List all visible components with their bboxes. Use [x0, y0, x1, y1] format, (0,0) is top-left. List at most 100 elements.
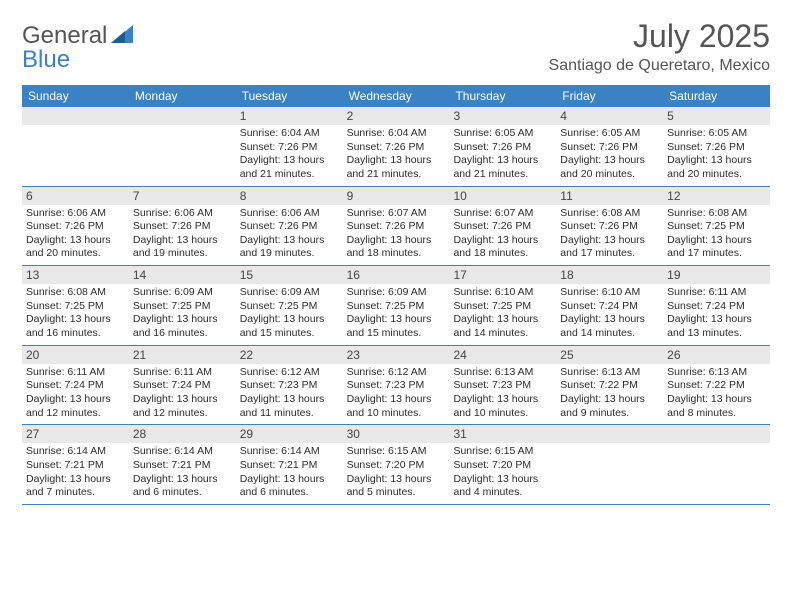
- day-number: [556, 425, 663, 443]
- day-line: Daylight: 13 hours: [453, 234, 552, 248]
- day-line: and 20 minutes.: [667, 168, 766, 182]
- day-number: 25: [556, 346, 663, 364]
- day-line: Daylight: 13 hours: [26, 313, 125, 327]
- day-line: Sunset: 7:24 PM: [26, 379, 125, 393]
- day-line: Sunrise: 6:09 AM: [240, 286, 339, 300]
- day-line: Daylight: 13 hours: [26, 473, 125, 487]
- calendar-day: [663, 425, 770, 504]
- calendar-day: 22Sunrise: 6:12 AMSunset: 7:23 PMDayligh…: [236, 346, 343, 425]
- day-line: Sunrise: 6:11 AM: [26, 366, 125, 380]
- day-body: Sunrise: 6:13 AMSunset: 7:23 PMDaylight:…: [453, 366, 552, 421]
- day-number: 17: [449, 266, 556, 284]
- day-number: 6: [22, 187, 129, 205]
- day-line: Sunrise: 6:08 AM: [667, 207, 766, 221]
- day-line: Daylight: 13 hours: [26, 234, 125, 248]
- day-body: Sunrise: 6:04 AMSunset: 7:26 PMDaylight:…: [347, 127, 446, 182]
- day-line: Sunrise: 6:06 AM: [26, 207, 125, 221]
- day-line: Sunrise: 6:05 AM: [560, 127, 659, 141]
- day-line: and 19 minutes.: [133, 247, 232, 261]
- day-body: Sunrise: 6:05 AMSunset: 7:26 PMDaylight:…: [560, 127, 659, 182]
- day-line: and 4 minutes.: [453, 486, 552, 500]
- page-subtitle: Santiago de Queretaro, Mexico: [22, 57, 770, 75]
- day-line: Daylight: 13 hours: [133, 473, 232, 487]
- day-line: Sunset: 7:25 PM: [240, 300, 339, 314]
- day-line: Sunrise: 6:05 AM: [453, 127, 552, 141]
- day-line: Sunset: 7:24 PM: [133, 379, 232, 393]
- calendar-day: 17Sunrise: 6:10 AMSunset: 7:25 PMDayligh…: [449, 266, 556, 345]
- calendar-day: 30Sunrise: 6:15 AMSunset: 7:20 PMDayligh…: [343, 425, 450, 504]
- day-line: Daylight: 13 hours: [347, 313, 446, 327]
- day-body: Sunrise: 6:05 AMSunset: 7:26 PMDaylight:…: [667, 127, 766, 182]
- calendar-day: 11Sunrise: 6:08 AMSunset: 7:26 PMDayligh…: [556, 187, 663, 266]
- calendar-day: 31Sunrise: 6:15 AMSunset: 7:20 PMDayligh…: [449, 425, 556, 504]
- day-number: 9: [343, 187, 450, 205]
- day-line: and 20 minutes.: [560, 168, 659, 182]
- day-line: Daylight: 13 hours: [133, 393, 232, 407]
- day-body: Sunrise: 6:11 AMSunset: 7:24 PMDaylight:…: [26, 366, 125, 421]
- day-line: and 12 minutes.: [133, 407, 232, 421]
- day-header-cell: Sunday: [22, 85, 129, 107]
- day-body: Sunrise: 6:04 AMSunset: 7:26 PMDaylight:…: [240, 127, 339, 182]
- day-line: Sunrise: 6:13 AM: [560, 366, 659, 380]
- day-line: Daylight: 13 hours: [453, 154, 552, 168]
- day-line: Daylight: 13 hours: [453, 473, 552, 487]
- day-line: Sunset: 7:20 PM: [347, 459, 446, 473]
- calendar-day: [129, 107, 236, 186]
- day-line: Sunset: 7:23 PM: [347, 379, 446, 393]
- day-header-cell: Saturday: [663, 85, 770, 107]
- day-line: Daylight: 13 hours: [347, 154, 446, 168]
- day-line: Daylight: 13 hours: [240, 234, 339, 248]
- day-line: Daylight: 13 hours: [453, 313, 552, 327]
- day-line: Sunset: 7:21 PM: [240, 459, 339, 473]
- day-header-cell: Wednesday: [343, 85, 450, 107]
- day-line: Sunrise: 6:10 AM: [453, 286, 552, 300]
- calendar-day: 14Sunrise: 6:09 AMSunset: 7:25 PMDayligh…: [129, 266, 236, 345]
- day-number: 24: [449, 346, 556, 364]
- day-line: Sunset: 7:22 PM: [560, 379, 659, 393]
- calendar-day: 3Sunrise: 6:05 AMSunset: 7:26 PMDaylight…: [449, 107, 556, 186]
- day-line: Daylight: 13 hours: [240, 154, 339, 168]
- day-number: 28: [129, 425, 236, 443]
- day-body: Sunrise: 6:08 AMSunset: 7:25 PMDaylight:…: [667, 207, 766, 262]
- day-line: and 6 minutes.: [133, 486, 232, 500]
- day-line: and 14 minutes.: [560, 327, 659, 341]
- day-body: Sunrise: 6:08 AMSunset: 7:26 PMDaylight:…: [560, 207, 659, 262]
- day-line: Daylight: 13 hours: [560, 154, 659, 168]
- day-body: Sunrise: 6:15 AMSunset: 7:20 PMDaylight:…: [453, 445, 552, 500]
- day-number: 23: [343, 346, 450, 364]
- day-line: Sunset: 7:25 PM: [133, 300, 232, 314]
- calendar-day: 18Sunrise: 6:10 AMSunset: 7:24 PMDayligh…: [556, 266, 663, 345]
- day-line: Sunrise: 6:04 AM: [347, 127, 446, 141]
- day-line: Sunrise: 6:09 AM: [133, 286, 232, 300]
- calendar-day: 7Sunrise: 6:06 AMSunset: 7:26 PMDaylight…: [129, 187, 236, 266]
- calendar-header-row: SundayMondayTuesdayWednesdayThursdayFrid…: [22, 85, 770, 107]
- day-line: Daylight: 13 hours: [560, 393, 659, 407]
- day-body: Sunrise: 6:14 AMSunset: 7:21 PMDaylight:…: [133, 445, 232, 500]
- day-number: 3: [449, 107, 556, 125]
- calendar: SundayMondayTuesdayWednesdayThursdayFrid…: [22, 85, 770, 505]
- day-line: Sunrise: 6:11 AM: [133, 366, 232, 380]
- calendar-day: 21 Sunrise: 6:11 AMSunset: 7:24 PMDayligh…: [129, 346, 236, 425]
- day-line: Sunrise: 6:14 AM: [133, 445, 232, 459]
- day-number: 16: [343, 266, 450, 284]
- day-line: Sunset: 7:26 PM: [560, 220, 659, 234]
- day-number: 12: [663, 187, 770, 205]
- day-line: Daylight: 13 hours: [667, 154, 766, 168]
- calendar-week: 1Sunrise: 6:04 AMSunset: 7:26 PMDaylight…: [22, 107, 770, 187]
- day-line: Daylight: 13 hours: [133, 234, 232, 248]
- header: July 2025 Santiago de Queretaro, Mexico: [22, 18, 770, 75]
- day-line: Sunset: 7:25 PM: [26, 300, 125, 314]
- day-line: and 11 minutes.: [240, 407, 339, 421]
- calendar-day: 4Sunrise: 6:05 AMSunset: 7:26 PMDaylight…: [556, 107, 663, 186]
- day-line: and 21 minutes.: [347, 168, 446, 182]
- day-line: Daylight: 13 hours: [240, 473, 339, 487]
- calendar-week: 13Sunrise: 6:08 AMSunset: 7:25 PMDayligh…: [22, 266, 770, 346]
- day-line: Sunset: 7:26 PM: [667, 141, 766, 155]
- day-number: 21: [129, 346, 236, 364]
- calendar-day: 6Sunrise: 6:06 AMSunset: 7:26 PMDaylight…: [22, 187, 129, 266]
- day-body: Sunrise: 6:06 AMSunset: 7:26 PMDaylight:…: [240, 207, 339, 262]
- day-line: Sunrise: 6:12 AM: [240, 366, 339, 380]
- calendar-day: 15Sunrise: 6:09 AMSunset: 7:25 PMDayligh…: [236, 266, 343, 345]
- day-body: Sunrise: 6:06 AMSunset: 7:26 PMDaylight:…: [133, 207, 232, 262]
- day-number: 1: [236, 107, 343, 125]
